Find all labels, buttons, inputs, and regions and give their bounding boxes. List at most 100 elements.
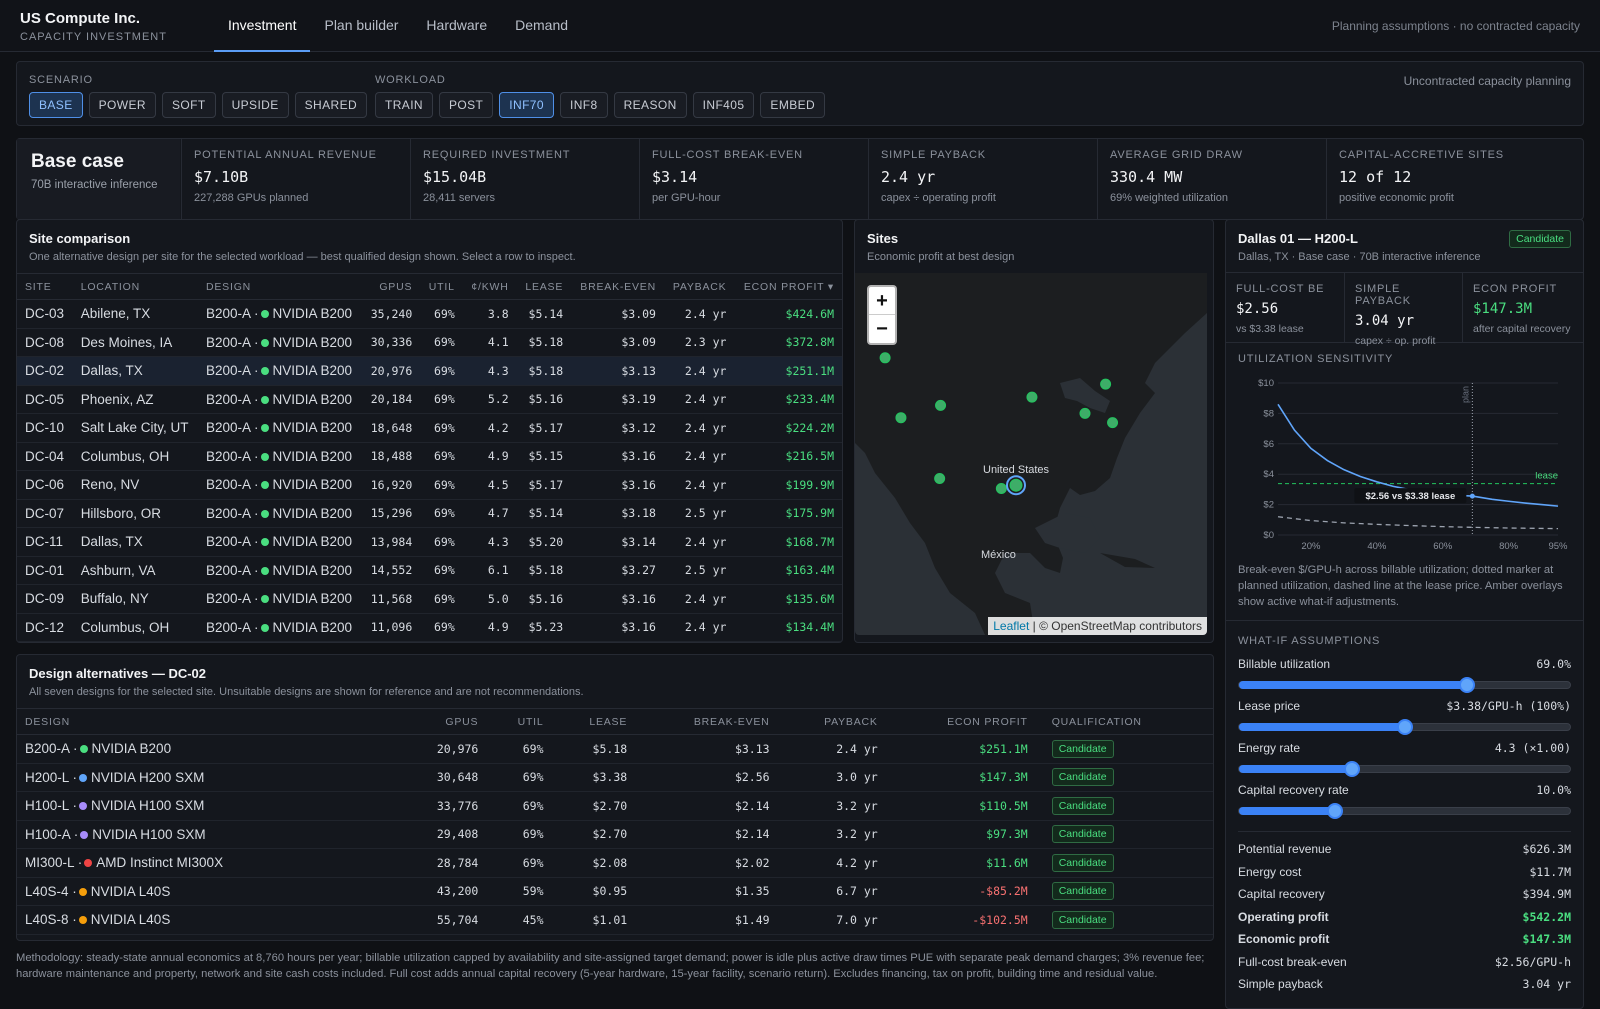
workload-chip-train[interactable]: TRAIN [375,92,433,118]
site-row-dc-01[interactable]: DC-01 Ashburn, VA B200-A · NVIDIA B200 14,55… [17,556,842,585]
gpu-color-dot [260,538,269,547]
design-row-h100-a[interactable]: H100-A · NVIDIA H100 SXM 29,408 69% $2.70 $2.… [17,820,1213,849]
zoom-out-button[interactable]: − [876,318,888,340]
col-site[interactable]: SITE [17,273,73,300]
workload-chip-inf70[interactable]: INF70 [499,92,554,118]
slider-track[interactable] [1238,719,1571,735]
summary-potential-revenue: Potential revenue $626.3M [1238,838,1571,861]
workload-chip-inf405[interactable]: INF405 [692,92,755,118]
site-marker[interactable] [934,473,946,484]
design-row-l40s-4[interactable]: L40S-4 · NVIDIA L40S 43,200 59% $0.95 $1.35 6.… [17,877,1213,906]
design-code: B200-A · [205,591,259,607]
site-row-dc-09[interactable]: DC-09 Buffalo, NY B200-A · NVIDIA B200 11,56… [17,584,842,614]
site-row-dc-05[interactable]: DC-05 Phoenix, AZ B200-A · NVIDIA B200 20,18… [17,385,842,414]
col-lease[interactable]: LEASE [516,273,572,300]
col-qualification[interactable]: QUALIFICATION [1035,708,1213,735]
site-payback: 2.5 yr [663,556,735,585]
design-util: 69% [486,848,552,878]
site-util: 69% [420,556,463,585]
slider-handle[interactable] [1343,761,1360,777]
col-util[interactable]: UTIL [420,273,463,300]
qualification-badge: Candidate [1051,882,1114,901]
sites-map[interactable]: United States México + − Leaflet | © Ope… [855,273,1207,635]
site-row-dc-08[interactable]: DC-08 Des Moines, IA B200-A · NVIDIA B200 30… [17,328,842,357]
col-econ-profit[interactable]: ECON PROFIT ▾ [734,273,842,300]
site-row-dc-03[interactable]: DC-03 Abilene, TX B200-A · NVIDIA B200 35,24… [17,299,842,329]
scenario-chip-upside[interactable]: UPSIDE [221,92,289,118]
col-kwh[interactable]: ¢/KWH [462,273,517,300]
site-row-dc-02[interactable]: DC-02 Dallas, TX B200-A · NVIDIA B200 20,976… [17,356,842,386]
site-marker[interactable] [1107,417,1119,429]
slider-track[interactable] [1238,677,1571,693]
kpi-value: 12 of 12 [1339,168,1412,186]
zoom-in-button[interactable]: + [869,287,895,315]
slider-handle[interactable] [1459,677,1476,693]
site-util: 69% [420,328,463,357]
design-row-b200-a[interactable]: B200-A · NVIDIA B200 20,976 69% $5.18 $3.13 2.… [17,734,1213,764]
tab-investment[interactable]: Investment [214,0,311,52]
site-marker[interactable] [1026,391,1038,403]
tab-demand[interactable]: Demand [515,17,569,33]
summary-label: Full-cost break-even [1238,954,1347,969]
site-row-dc-11[interactable]: DC-11 Dallas, TX B200-A · NVIDIA B200 13,984… [17,527,842,557]
col-gpus[interactable]: GPUS [362,273,421,300]
site-marker[interactable] [895,412,907,424]
site-row-dc-07[interactable]: DC-07 Hillsboro, OR B200-A · NVIDIA B200 15,… [17,499,842,528]
site-row-dc-12[interactable]: DC-12 Columbus, OH B200-A · NVIDIA B200 11,0… [17,613,842,642]
gpu-color-dot [260,367,269,376]
design-row-mi300-l[interactable]: MI300-L · AMD Instinct MI300X 28,784 69% $2.… [17,848,1213,878]
col-payback[interactable]: PAYBACK [663,273,735,300]
plan-label: plan [1460,386,1470,403]
site-row-dc-06[interactable]: DC-06 Reno, NV B200-A · NVIDIA B200 16,920 69… [17,470,842,500]
col-gpus[interactable]: GPUS [397,708,487,735]
scenario-chip-shared[interactable]: SHARED [294,92,368,118]
leaflet-link[interactable]: Leaflet [993,619,1030,633]
kpi-required-investment: REQUIRED INVESTMENT $15.04B 28,411 servers [410,139,639,219]
col-break-even[interactable]: BREAK-EVEN [571,273,664,300]
site-gpus: 30,336 [362,328,421,357]
scenario-chip-base[interactable]: BASE [29,92,83,118]
col-location[interactable]: LOCATION [72,273,198,300]
slider-track[interactable] [1238,761,1571,777]
scenario-chip-soft[interactable]: SOFT [161,92,216,118]
tab-hardware[interactable]: Hardware [426,17,488,33]
workload-chip-reason[interactable]: REASON [613,92,687,118]
site-marker[interactable] [1079,407,1091,419]
site-marker[interactable] [1009,478,1023,492]
site-econ-profit: $163.4M [734,556,842,585]
kpi-sub: 28,411 servers [423,192,495,204]
design-alternatives-subtitle: All seven designs for the selected site.… [29,686,584,698]
design-gpus: 43,200 [397,877,487,906]
design-row-h100-l[interactable]: H100-L · NVIDIA H100 SXM 33,776 69% $2.70 $2.… [17,791,1213,821]
col-design[interactable]: DESIGN [17,708,397,735]
workload-chip-post[interactable]: POST [439,92,494,118]
col-design[interactable]: DESIGN [197,273,363,300]
site-design: B200-A · NVIDIA B200 [197,613,363,642]
design-row-h200-l[interactable]: H200-L · NVIDIA H200 SXM 30,648 69% $3.38 $2.… [17,763,1213,792]
slider-handle[interactable] [1326,803,1343,819]
site-marker[interactable] [935,399,947,411]
slider-track[interactable] [1238,803,1571,819]
gpu-color-dot [260,424,269,433]
workload-chip-embed[interactable]: EMBED [760,92,826,118]
site-design: B200-A · NVIDIA B200 [197,356,363,386]
site-row-dc-10[interactable]: DC-10 Salt Lake City, UT B200-A · NVIDIA B2… [17,413,842,443]
site-design: B200-A · NVIDIA B200 [197,328,363,357]
site-marker[interactable] [995,483,1007,494]
site-row-dc-04[interactable]: DC-04 Columbus, OH B200-A · NVIDIA B200 18,4… [17,442,842,471]
design-lease: $3.38 [551,763,636,792]
slider-handle[interactable] [1396,719,1413,735]
design-row-l40s-8[interactable]: L40S-8 · NVIDIA L40S 55,704 45% $1.01 $1.49 7.… [17,905,1213,935]
col-econ-profit[interactable]: ECON PROFIT [885,708,1036,735]
col-break-even[interactable]: BREAK-EVEN [635,708,778,735]
scenario-chip-power[interactable]: POWER [88,92,156,118]
col-lease[interactable]: LEASE [551,708,636,735]
col-payback[interactable]: PAYBACK [777,708,886,735]
workload-chip-inf8[interactable]: INF8 [559,92,608,118]
site-marker[interactable] [879,352,891,364]
site-payback: 2.4 yr [663,413,735,443]
tab-plan-builder[interactable]: Plan builder [324,17,399,33]
site-marker[interactable] [1100,378,1112,390]
col-util[interactable]: UTIL [486,708,552,735]
site-location: Dallas, TX [72,356,198,386]
